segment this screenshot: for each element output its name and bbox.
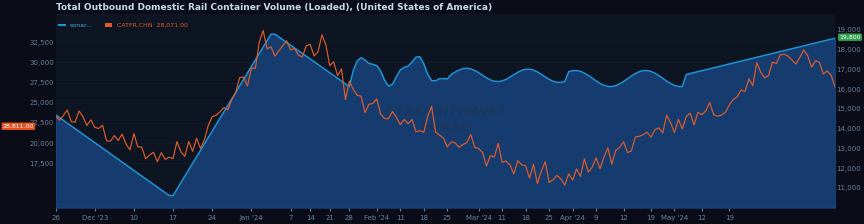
Text: Total Outbound Domestic Rail Container Volume (Loaded), (United States of Americ: Total Outbound Domestic Rail Container V… [55, 3, 492, 12]
Text: 19,800: 19,800 [839, 35, 861, 40]
Legend: sonar..., CATFR.CHN  28,071.00: sonar..., CATFR.CHN 28,071.00 [59, 23, 187, 28]
Text: 28,811.00: 28,811.00 [3, 124, 34, 129]
Text: ©FREIGHTWAVES
SONAR: ©FREIGHTWAVES SONAR [384, 105, 506, 133]
